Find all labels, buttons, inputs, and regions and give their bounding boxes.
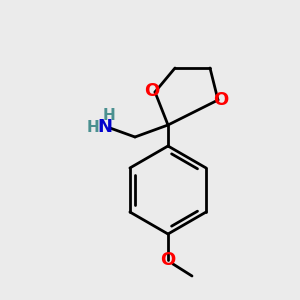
Text: N: N <box>98 118 112 136</box>
Text: O: O <box>160 251 175 269</box>
Text: H: H <box>103 107 116 122</box>
Text: H: H <box>87 119 99 134</box>
Text: O: O <box>213 91 229 109</box>
Text: O: O <box>144 82 160 100</box>
